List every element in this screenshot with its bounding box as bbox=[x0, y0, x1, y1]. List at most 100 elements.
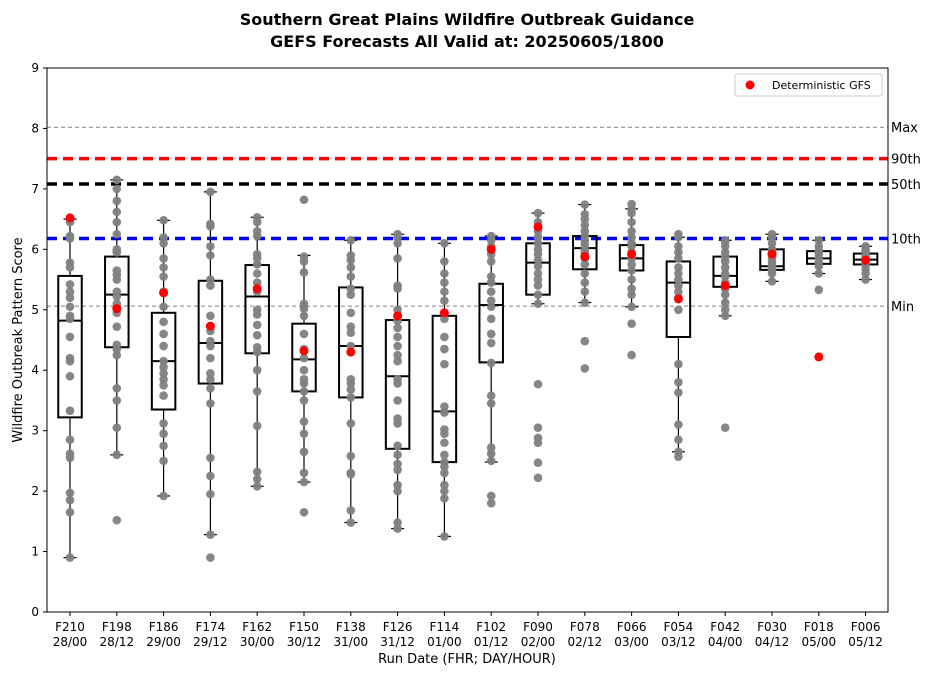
member-point bbox=[252, 342, 262, 352]
member-point bbox=[159, 302, 168, 312]
member-point bbox=[627, 302, 636, 312]
member-point bbox=[159, 381, 168, 390]
member-point bbox=[533, 281, 543, 290]
member-point bbox=[440, 332, 449, 342]
box-group-f042 bbox=[712, 235, 738, 432]
member-point bbox=[627, 199, 636, 209]
box-group-f162 bbox=[244, 212, 270, 491]
x-tick-label-fhr: F042 bbox=[710, 620, 740, 634]
member-point bbox=[720, 311, 730, 321]
member-point bbox=[814, 235, 824, 245]
member-point bbox=[346, 374, 356, 384]
member-point bbox=[440, 287, 449, 296]
box-group-f126 bbox=[384, 229, 411, 533]
member-point bbox=[65, 435, 75, 445]
member-point bbox=[159, 362, 168, 372]
member-point bbox=[65, 258, 75, 267]
x-tick-label-date: 31/00 bbox=[334, 635, 369, 649]
member-point bbox=[159, 429, 168, 438]
x-tick-label-date: 04/12 bbox=[755, 635, 790, 649]
member-point bbox=[486, 257, 496, 266]
member-point bbox=[580, 200, 590, 209]
x-axis-label: Run Date (FHR; DAY/HOUR) bbox=[378, 652, 556, 667]
member-point bbox=[533, 275, 543, 284]
member-point bbox=[206, 275, 215, 284]
member-point bbox=[861, 275, 870, 284]
y-axis-label: Wildfire Outbreak Pattern Score bbox=[11, 237, 26, 442]
member-point bbox=[533, 473, 543, 483]
reference-label-10th: 10th bbox=[891, 232, 921, 247]
member-point bbox=[112, 184, 122, 194]
x-tick-label-fhr: F030 bbox=[757, 620, 787, 634]
member-point bbox=[159, 456, 168, 466]
member-point bbox=[440, 532, 449, 541]
member-point bbox=[159, 263, 168, 272]
member-point bbox=[580, 226, 590, 236]
member-point bbox=[65, 311, 75, 321]
member-point bbox=[206, 353, 215, 363]
deterministic-point bbox=[252, 284, 262, 294]
member-point bbox=[252, 467, 262, 477]
member-point bbox=[720, 305, 730, 315]
member-point bbox=[346, 393, 356, 402]
member-point bbox=[440, 450, 449, 460]
x-tick-label-date: 01/00 bbox=[427, 635, 462, 649]
x-tick-label-fhr: F066 bbox=[617, 620, 647, 634]
box-group-f150 bbox=[291, 195, 317, 517]
member-point bbox=[440, 278, 449, 287]
member-point bbox=[206, 219, 215, 229]
member-point bbox=[159, 356, 168, 366]
member-point bbox=[159, 216, 168, 225]
reference-label-50th: 50th bbox=[891, 178, 921, 193]
member-point bbox=[674, 378, 683, 387]
member-point bbox=[486, 231, 496, 241]
member-point bbox=[299, 396, 309, 405]
member-point bbox=[299, 311, 309, 321]
member-point bbox=[112, 287, 122, 296]
deterministic-point bbox=[159, 288, 169, 298]
member-point bbox=[299, 429, 309, 438]
x-tick-label-fhr: F006 bbox=[851, 620, 881, 634]
reference-label-min: Min bbox=[891, 300, 914, 315]
member-point bbox=[627, 260, 636, 269]
reference-lines: Max 90th 50th 10th Min bbox=[47, 121, 921, 315]
x-tick-label-date: 31/12 bbox=[380, 635, 415, 649]
member-point bbox=[720, 290, 730, 299]
box-group-f186 bbox=[150, 216, 177, 501]
member-point bbox=[346, 506, 356, 515]
member-point bbox=[346, 451, 356, 461]
chart-subtitle: GEFS Forecasts All Valid at: 20250605/18… bbox=[270, 32, 664, 51]
member-point bbox=[393, 524, 402, 533]
member-point bbox=[206, 311, 215, 321]
member-point bbox=[65, 287, 75, 296]
member-point bbox=[252, 320, 262, 330]
member-point bbox=[533, 261, 543, 271]
member-point bbox=[346, 518, 356, 527]
member-point bbox=[206, 384, 215, 393]
member-point bbox=[252, 226, 262, 236]
x-tick-label-date: 01/12 bbox=[474, 635, 509, 649]
x-tick-label-date: 05/00 bbox=[802, 635, 837, 649]
member-point bbox=[65, 293, 75, 302]
member-point bbox=[159, 341, 168, 351]
member-point bbox=[393, 238, 402, 248]
deterministic-point bbox=[627, 249, 637, 259]
legend-marker bbox=[745, 80, 755, 90]
member-point bbox=[486, 287, 496, 296]
member-point bbox=[299, 374, 309, 384]
member-point bbox=[393, 486, 402, 496]
member-point bbox=[440, 296, 449, 306]
member-point bbox=[252, 365, 262, 375]
member-point bbox=[674, 420, 683, 429]
member-point bbox=[486, 399, 496, 408]
member-point bbox=[486, 338, 496, 348]
member-point bbox=[252, 305, 262, 315]
x-tick-label-fhr: F138 bbox=[336, 620, 366, 634]
member-point bbox=[393, 254, 402, 263]
box-group-f090 bbox=[525, 208, 551, 483]
y-tick-label: 8 bbox=[31, 121, 39, 135]
member-point bbox=[486, 443, 496, 452]
member-point bbox=[533, 232, 543, 242]
member-point bbox=[299, 468, 309, 478]
